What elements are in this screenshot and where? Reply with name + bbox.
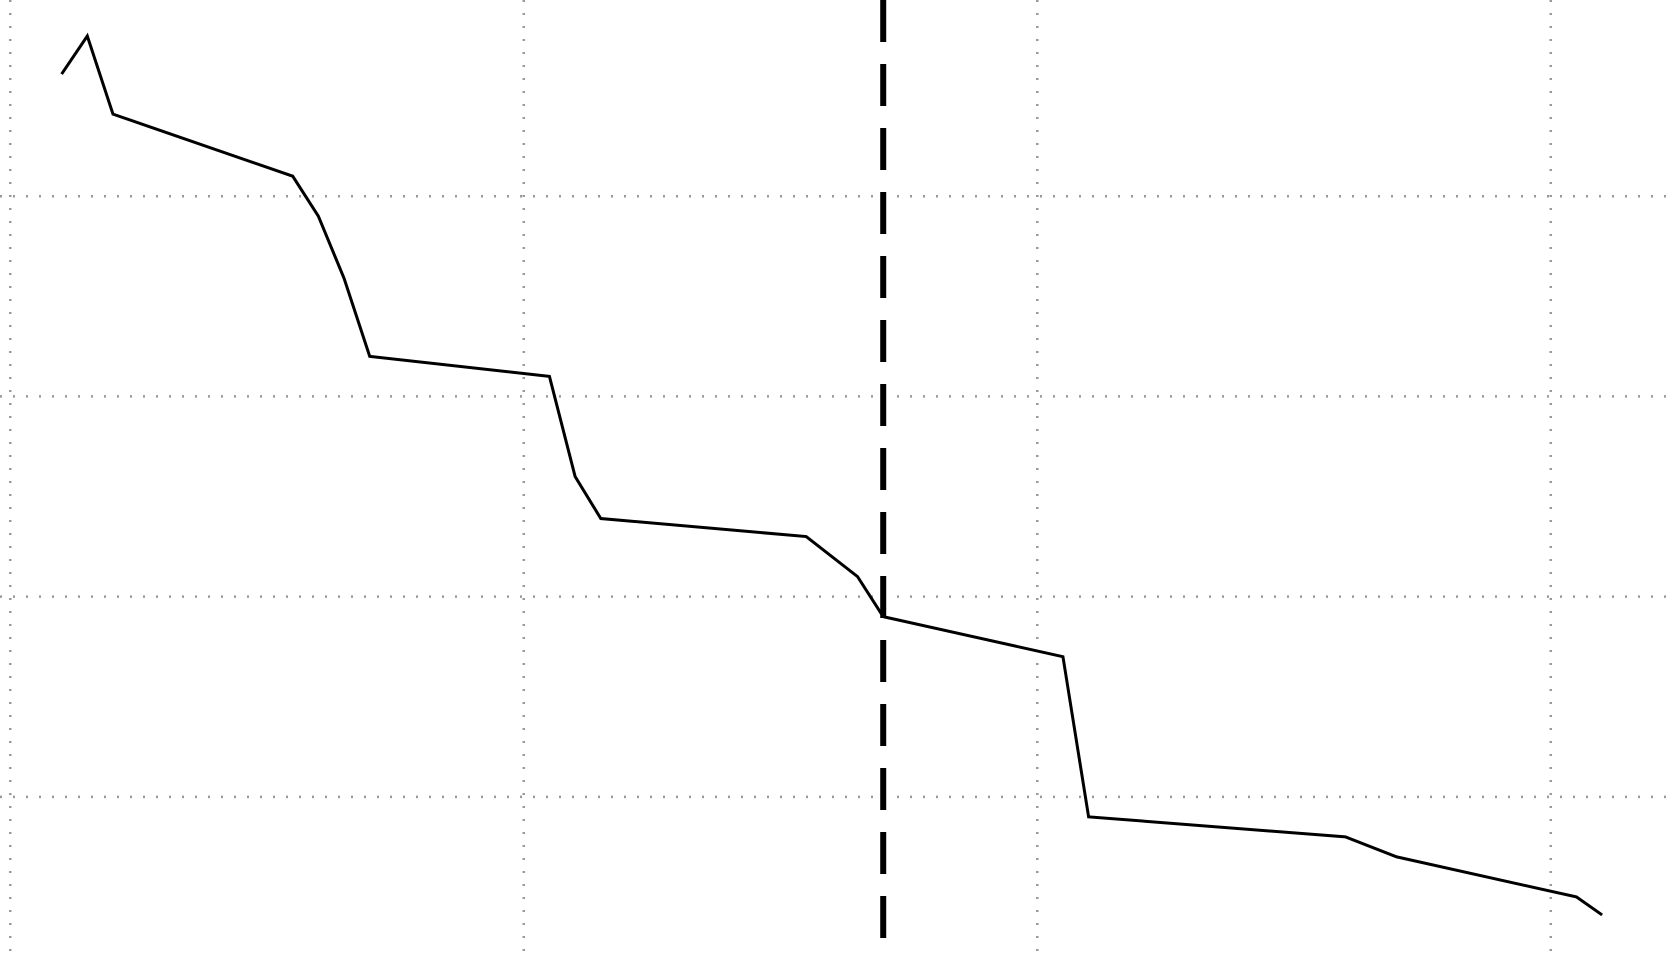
line — [60, 32, 1603, 917]
